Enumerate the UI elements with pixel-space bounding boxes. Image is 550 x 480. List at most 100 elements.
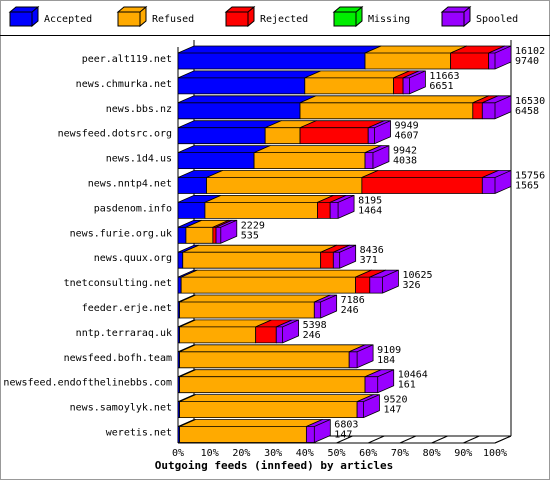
bar-segment [367,120,391,145]
x-tick-label: 30% [264,448,282,459]
legend-label: Rejected [260,14,308,25]
x-tick [367,435,385,444]
bar-segment [206,170,379,194]
count-label: 147 [334,430,352,441]
x-tick-label: 60% [359,448,377,459]
bar-segment [180,269,372,294]
x-tick [463,435,480,444]
legend-label: Missing [368,14,410,25]
category-label: weretis.net [106,428,172,439]
bar-segment [481,170,512,194]
bar-segment [361,170,499,194]
x-tick-label: 10% [201,448,219,459]
count-label: 326 [402,280,420,291]
legend-swatch [332,5,364,28]
bar-segment [182,244,338,269]
bar-segment [402,70,426,95]
bar-segment [253,145,382,169]
count-label: 10625 [402,270,432,281]
count-label: 147 [383,405,401,416]
count-label: 6651 [429,81,453,92]
legend-label: Accepted [44,14,92,25]
category-label: pasdenom.info [94,203,172,214]
category-label: news.bbs.nz [106,104,172,115]
bar-segment [177,70,322,95]
bar-segment [364,145,390,169]
bar-segment [215,219,238,244]
count-label: 16530 [515,96,545,107]
count-label: 8436 [360,245,384,256]
count-label: 6458 [515,106,539,117]
count-label: 2229 [241,220,265,231]
x-tick-label: 20% [232,448,250,459]
bar-segment [179,394,374,418]
category-label: newsfeed.bofh.team [64,353,172,364]
category-label: news.nntp4.net [88,179,172,190]
x-tick-label: 0% [172,448,184,459]
bar-segment [313,294,338,319]
bar-segment [488,45,512,70]
count-label: 11663 [429,71,459,82]
bar-segment [481,95,512,120]
count-label: 16102 [515,46,545,57]
legend-swatch [224,5,256,28]
x-axis-title: Outgoing feeds (innfeed) by articles [155,459,393,472]
bar-segment [364,369,395,394]
category-label: news.chmurka.net [76,79,172,90]
count-label: 9740 [515,56,539,67]
count-label: 6803 [334,420,358,431]
count-label: 246 [303,330,321,341]
category-label: news.quux.org [94,253,172,264]
x-tick-label: 90% [454,448,472,459]
category-label: peer.alt119.net [82,54,172,65]
count-label: 10464 [398,370,428,381]
count-label: 1565 [515,181,539,192]
bar-segment [179,344,366,369]
bar-segment [332,244,357,269]
bar-segment [356,394,380,418]
category-label: news.furie.org.uk [70,228,172,239]
category-label: nntp.terraraq.uk [76,328,172,339]
legend-label: Refused [152,14,194,25]
count-label: 9949 [395,121,419,132]
category-label: newsfeed.dotsrc.org [58,129,172,140]
count-label: 8195 [358,195,382,206]
x-tick [399,435,417,444]
bar-segment [177,95,317,120]
count-label: 4038 [393,156,417,167]
count-label: 1464 [358,205,382,216]
x-tick-label: 40% [296,448,314,459]
legend-label: Spooled [476,14,518,25]
x-tick-label: 50% [327,448,345,459]
count-label: 246 [341,305,359,316]
count-label: 9520 [383,395,407,406]
count-label: 161 [398,380,416,391]
bar-segment [177,45,382,70]
count-label: 9109 [377,345,401,356]
x-tick [336,435,353,444]
count-label: 7186 [341,295,365,306]
bar-segment [348,344,374,369]
x-tick [431,435,448,444]
bar-segment [204,195,334,219]
category-label: newsfeed.endofthelinebbs.com [3,378,172,389]
category-label: tnetconsulting.net [64,278,172,289]
bar-segment [305,419,331,443]
count-label: 371 [360,255,378,266]
category-label: feeder.erje.net [82,303,172,314]
count-label: 4607 [395,131,419,142]
bar-segment [275,319,300,344]
bar-segment [369,269,399,294]
x-tick-label: 80% [423,448,441,459]
bar-segment [179,294,331,319]
count-label: 535 [241,230,259,241]
bar-segment [329,195,355,219]
x-tick-label: 100% [483,448,507,459]
legend-swatch [440,5,472,28]
legend-swatch [8,5,40,28]
bar-segment [179,369,382,394]
x-tick [494,435,512,444]
bar-segment [299,95,490,120]
count-label: 9942 [393,146,417,157]
